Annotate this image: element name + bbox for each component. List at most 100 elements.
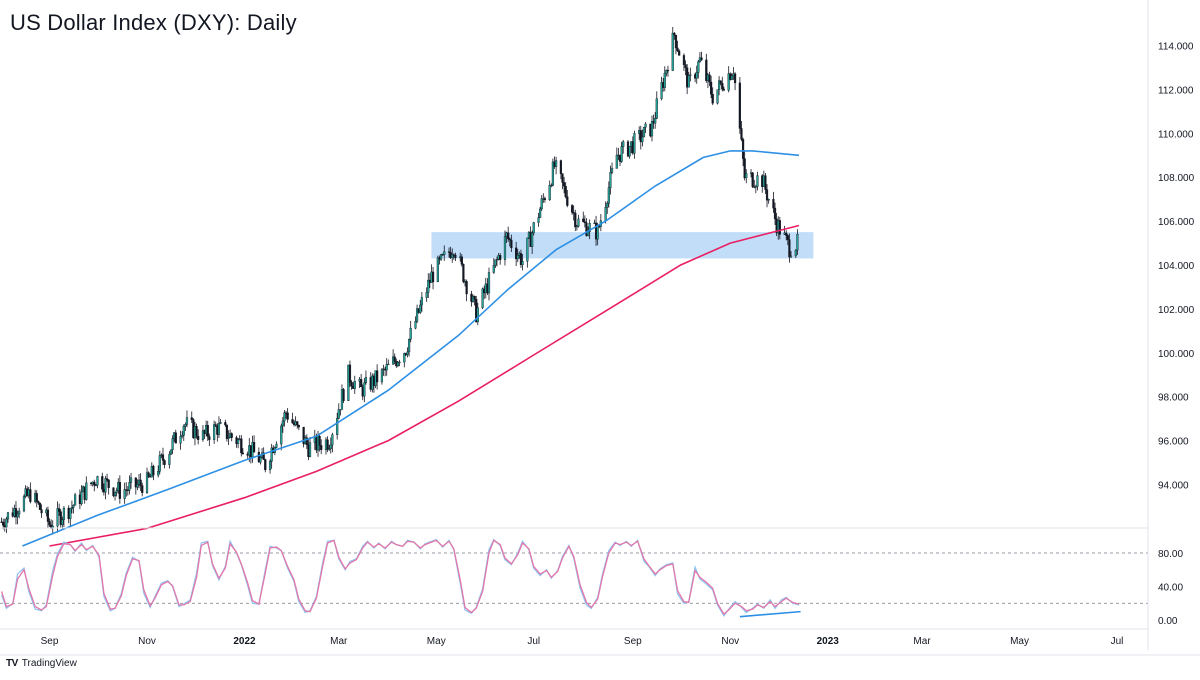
candle-up bbox=[606, 203, 609, 208]
candle-up bbox=[532, 222, 535, 234]
candle-down bbox=[2, 521, 5, 526]
candle-down bbox=[543, 198, 547, 201]
candle-down bbox=[465, 281, 468, 295]
candle-down bbox=[507, 232, 510, 240]
candle-down bbox=[208, 436, 211, 440]
candle-up bbox=[620, 146, 623, 162]
candle-down bbox=[59, 511, 62, 525]
oscillator-pane bbox=[0, 538, 1148, 618]
candle-up bbox=[687, 75, 690, 88]
candle-down bbox=[666, 69, 670, 72]
candle-down bbox=[473, 296, 476, 300]
candle-up bbox=[94, 484, 97, 487]
candle-down bbox=[772, 199, 775, 209]
candle-down bbox=[574, 212, 577, 228]
candle-up bbox=[596, 225, 599, 240]
candle-up bbox=[259, 457, 262, 463]
candle-down bbox=[38, 502, 42, 510]
candle-up bbox=[268, 461, 272, 471]
price-axis-tick-label: 96.000 bbox=[1158, 437, 1189, 448]
candle-down bbox=[582, 218, 585, 222]
candle-up bbox=[425, 292, 428, 298]
candle-down bbox=[786, 235, 789, 240]
candle-down bbox=[320, 445, 323, 450]
candle-up bbox=[280, 425, 283, 445]
candle-down bbox=[431, 271, 435, 283]
candle-up bbox=[419, 304, 422, 313]
candle-up bbox=[219, 422, 222, 424]
candle-up bbox=[443, 251, 446, 255]
candle-down bbox=[700, 57, 703, 61]
time-axis-tick-label: Sep bbox=[624, 636, 642, 647]
candle-up bbox=[754, 186, 757, 188]
candle-up bbox=[157, 470, 160, 476]
candle-down bbox=[350, 381, 353, 387]
candle-down bbox=[585, 222, 588, 236]
price-axis-tick-label: 102.000 bbox=[1158, 305, 1195, 316]
candle-down bbox=[197, 436, 200, 440]
candle-down bbox=[163, 460, 166, 465]
candle-up bbox=[171, 438, 174, 451]
candle-down bbox=[447, 251, 451, 253]
tradingview-logo-icon: TV bbox=[6, 658, 18, 669]
price-pane bbox=[0, 26, 814, 547]
candle-up bbox=[387, 363, 390, 366]
candle-up bbox=[145, 472, 149, 493]
candle-up bbox=[689, 74, 692, 76]
candle-down bbox=[764, 175, 767, 190]
candle-up bbox=[283, 412, 286, 422]
candle-up bbox=[577, 218, 580, 227]
candle-up bbox=[336, 418, 339, 435]
candle-down bbox=[773, 207, 777, 220]
candle-up bbox=[201, 430, 205, 440]
candle-up bbox=[281, 420, 284, 427]
candle-down bbox=[297, 424, 300, 428]
candle-up bbox=[697, 61, 700, 73]
candle-up bbox=[695, 72, 698, 79]
candle-up bbox=[104, 478, 107, 493]
candle-down bbox=[101, 476, 104, 490]
candle-up bbox=[615, 154, 618, 169]
candle-up bbox=[665, 69, 668, 74]
oscillator-axis-tick-label: 80.00 bbox=[1158, 549, 1183, 560]
candle-down bbox=[676, 47, 679, 52]
support-zone bbox=[431, 232, 814, 259]
candle-up bbox=[227, 437, 230, 439]
candle-down bbox=[326, 439, 329, 450]
chart-title: US Dollar Index (DXY): Daily bbox=[10, 10, 297, 35]
candle-up bbox=[540, 198, 543, 210]
tradingview-branding: TV TradingView bbox=[6, 658, 77, 669]
candle-up bbox=[136, 484, 139, 488]
candle-up bbox=[492, 265, 495, 273]
price-axis-tick-label: 94.000 bbox=[1158, 481, 1189, 492]
candle-down bbox=[224, 422, 227, 426]
candle-down bbox=[118, 482, 121, 499]
candle-down bbox=[721, 83, 724, 90]
time-axis-tick-label: Jul bbox=[527, 636, 540, 647]
candle-down bbox=[684, 64, 687, 68]
candle-down bbox=[40, 509, 43, 514]
candle-up bbox=[6, 512, 10, 520]
candle-down bbox=[14, 508, 18, 518]
candle-down bbox=[393, 356, 396, 362]
candle-up bbox=[96, 476, 99, 486]
candle-up bbox=[531, 232, 534, 247]
candle-down bbox=[564, 186, 567, 197]
candle-up bbox=[213, 424, 216, 440]
candle-down bbox=[711, 94, 714, 104]
candle-down bbox=[152, 466, 155, 476]
candle-up bbox=[588, 223, 591, 233]
candle-down bbox=[454, 254, 457, 258]
candle-up bbox=[550, 184, 553, 187]
candle-up bbox=[70, 507, 74, 510]
price-axis-tick-label: 112.000 bbox=[1158, 85, 1194, 96]
candle-up bbox=[633, 133, 636, 154]
candle-down bbox=[286, 412, 289, 420]
candle-up bbox=[158, 455, 161, 472]
candle-up bbox=[18, 510, 21, 515]
candle-down bbox=[230, 433, 233, 438]
candle-up bbox=[415, 308, 419, 322]
candle-down bbox=[174, 432, 177, 444]
